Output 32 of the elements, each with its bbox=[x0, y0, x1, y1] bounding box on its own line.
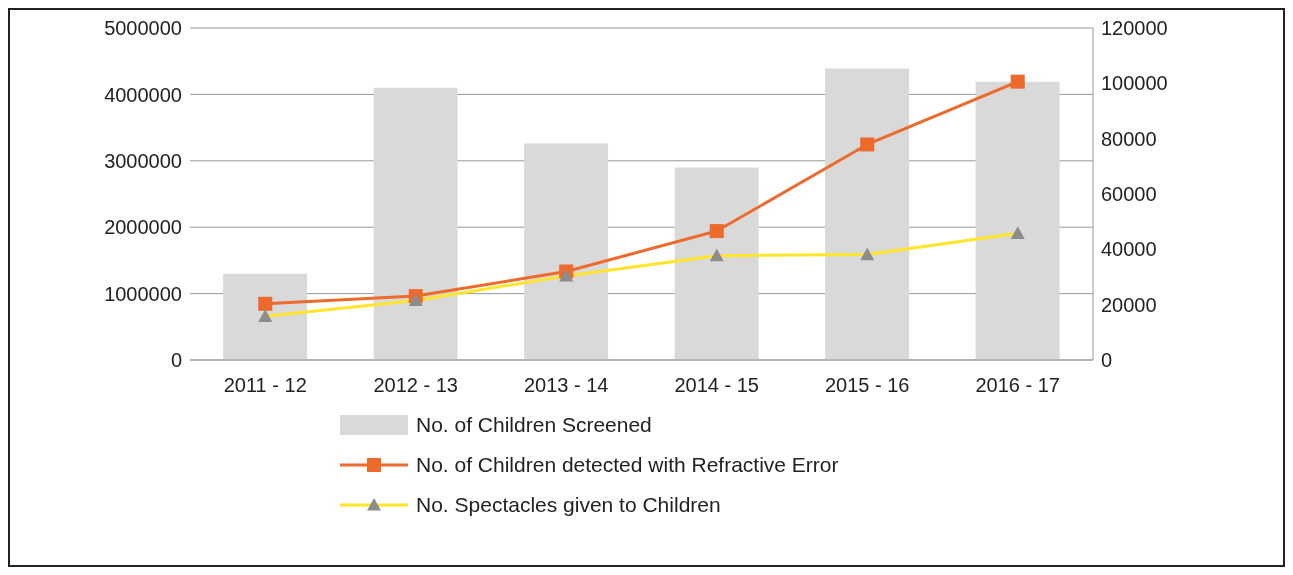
x-tick-label: 2012 - 13 bbox=[373, 374, 459, 397]
y-tick-label: 3000000 bbox=[104, 149, 182, 172]
point bbox=[709, 224, 724, 239]
x-tick-label: 2013 - 14 bbox=[523, 374, 609, 397]
x-tick-label: 2015 - 16 bbox=[824, 374, 910, 397]
legend-label: No. Spectacles given to Children bbox=[416, 493, 721, 517]
y-tick-label: 2000000 bbox=[104, 216, 182, 239]
bar bbox=[825, 68, 910, 360]
bar bbox=[223, 273, 308, 360]
x-tick-label: 2014 - 15 bbox=[674, 374, 760, 397]
y-tick-label: 1000000 bbox=[104, 282, 182, 305]
y2-tick-label: 20000 bbox=[1101, 293, 1157, 316]
y-tick-label: 4000000 bbox=[104, 83, 182, 106]
y2-tick-label: 100000 bbox=[1101, 72, 1168, 95]
y2-tick-label: 40000 bbox=[1101, 238, 1157, 261]
x-tick-label: 2011 - 12 bbox=[223, 374, 307, 397]
bar bbox=[674, 167, 759, 360]
legend-label: No. of Children detected with Refractive Error bbox=[416, 453, 839, 477]
y2-tick-label: 60000 bbox=[1101, 183, 1157, 206]
y-tick-label: 0 bbox=[170, 349, 182, 372]
bar bbox=[975, 81, 1060, 360]
point bbox=[258, 296, 273, 311]
point bbox=[1010, 74, 1025, 89]
y2-tick-label: 120000 bbox=[1101, 17, 1168, 40]
y2-tick-label: 80000 bbox=[1101, 127, 1157, 150]
legend-label: No. of Children Screened bbox=[416, 413, 652, 437]
y-tick-label: 5000000 bbox=[104, 17, 182, 40]
bar bbox=[524, 143, 609, 360]
y2-tick-label: 0 bbox=[1101, 349, 1113, 372]
point bbox=[860, 137, 875, 152]
x-tick-label: 2016 - 17 bbox=[975, 374, 1061, 397]
bar bbox=[373, 87, 458, 360]
